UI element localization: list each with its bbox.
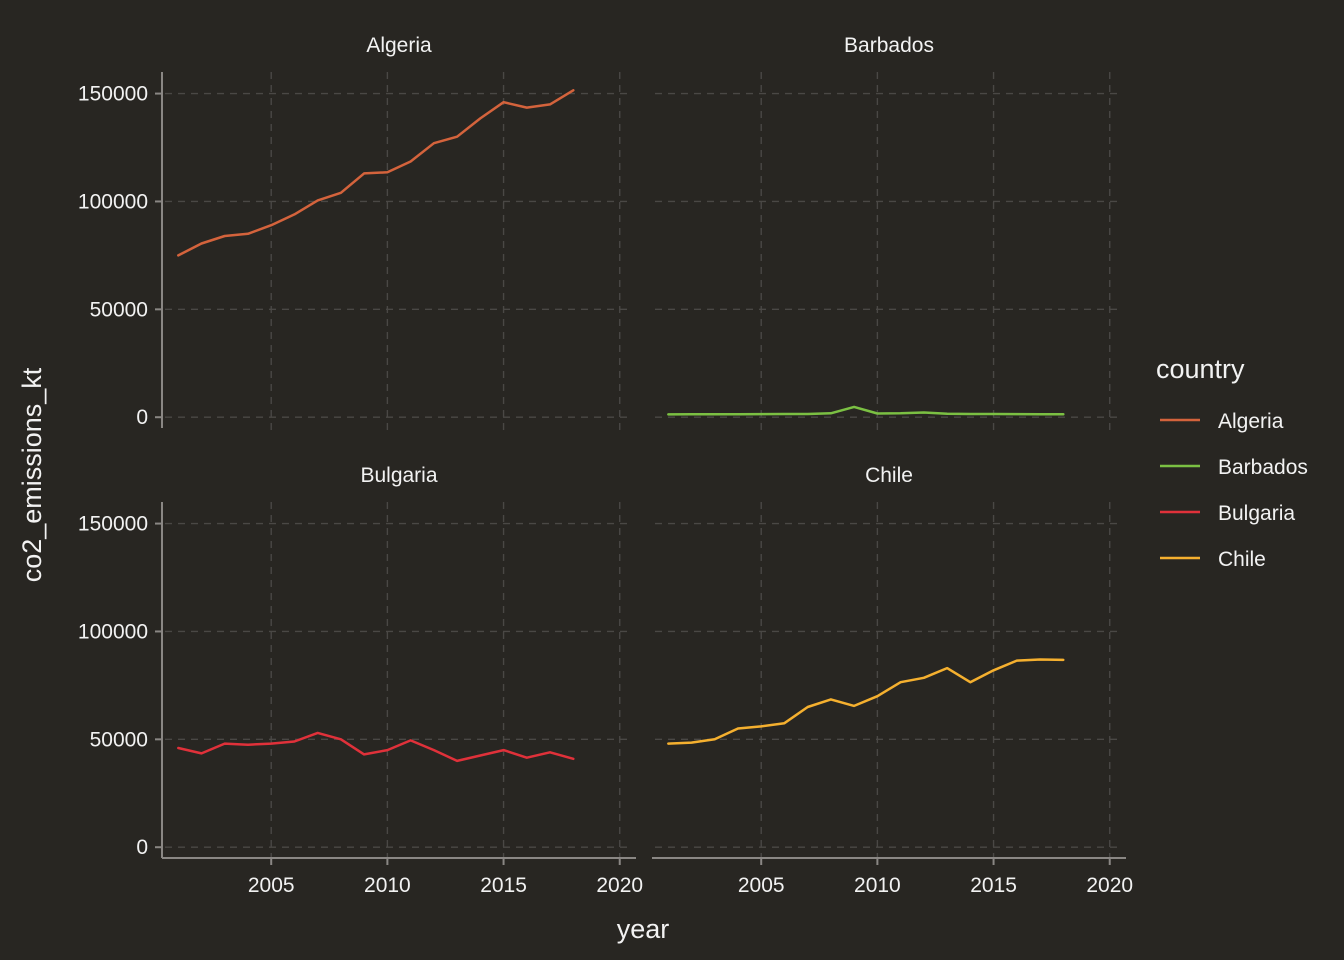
facet-title: Algeria (366, 34, 432, 57)
legend-title: country (1156, 354, 1245, 384)
x-tick-label: 2005 (738, 874, 785, 897)
legend-label: Chile (1218, 548, 1266, 571)
legend-item: Algeria (1160, 410, 1284, 433)
y-tick-label: 150000 (78, 83, 148, 106)
facet-panel: Algeria 0 50000 100000 150000 (78, 34, 628, 431)
legend: Algeria Barbados Bulgaria Chile (1160, 410, 1308, 571)
facet-panel: Chile 2005 2010 2015 2020 (652, 464, 1133, 897)
facet-panels: Algeria 0 50000 100000 150000 Barbados Bulgari… (78, 34, 1133, 897)
legend-label: Algeria (1218, 410, 1284, 433)
y-tick-label: 150000 (78, 513, 148, 536)
series-line-bulgaria (177, 731, 575, 763)
x-tick-label: 2010 (854, 874, 901, 897)
legend-label: Bulgaria (1218, 502, 1295, 525)
facet-title: Chile (865, 464, 913, 487)
x-axis-title: year (617, 914, 670, 944)
facet-title: Bulgaria (360, 464, 437, 487)
facet-panel: Barbados (655, 34, 1118, 431)
series-line-barbados (667, 405, 1065, 416)
legend-item: Barbados (1160, 456, 1308, 479)
y-tick-label: 100000 (78, 620, 148, 643)
x-tick-label: 2020 (1086, 874, 1133, 897)
x-tick-label: 2010 (364, 874, 411, 897)
y-tick-label: 50000 (90, 298, 148, 321)
y-tick-label: 100000 (78, 190, 148, 213)
series-line-chile (667, 658, 1065, 745)
facet-title: Barbados (844, 34, 934, 57)
legend-label: Barbados (1218, 456, 1308, 479)
series-line-algeria (177, 89, 575, 257)
x-tick-label: 2020 (596, 874, 643, 897)
facet-panel: Bulgaria 0 50000 100000 150000 2005 2010 2015 20… (78, 464, 643, 897)
y-tick-label: 0 (136, 836, 148, 859)
legend-item: Chile (1160, 548, 1266, 571)
y-axis-title: co2_emissions_kt (17, 367, 47, 582)
y-tick-label: 50000 (90, 728, 148, 751)
x-tick-label: 2015 (970, 874, 1017, 897)
y-tick-label: 0 (136, 406, 148, 429)
legend-item: Bulgaria (1160, 502, 1295, 525)
x-tick-label: 2005 (248, 874, 295, 897)
x-tick-label: 2015 (480, 874, 527, 897)
